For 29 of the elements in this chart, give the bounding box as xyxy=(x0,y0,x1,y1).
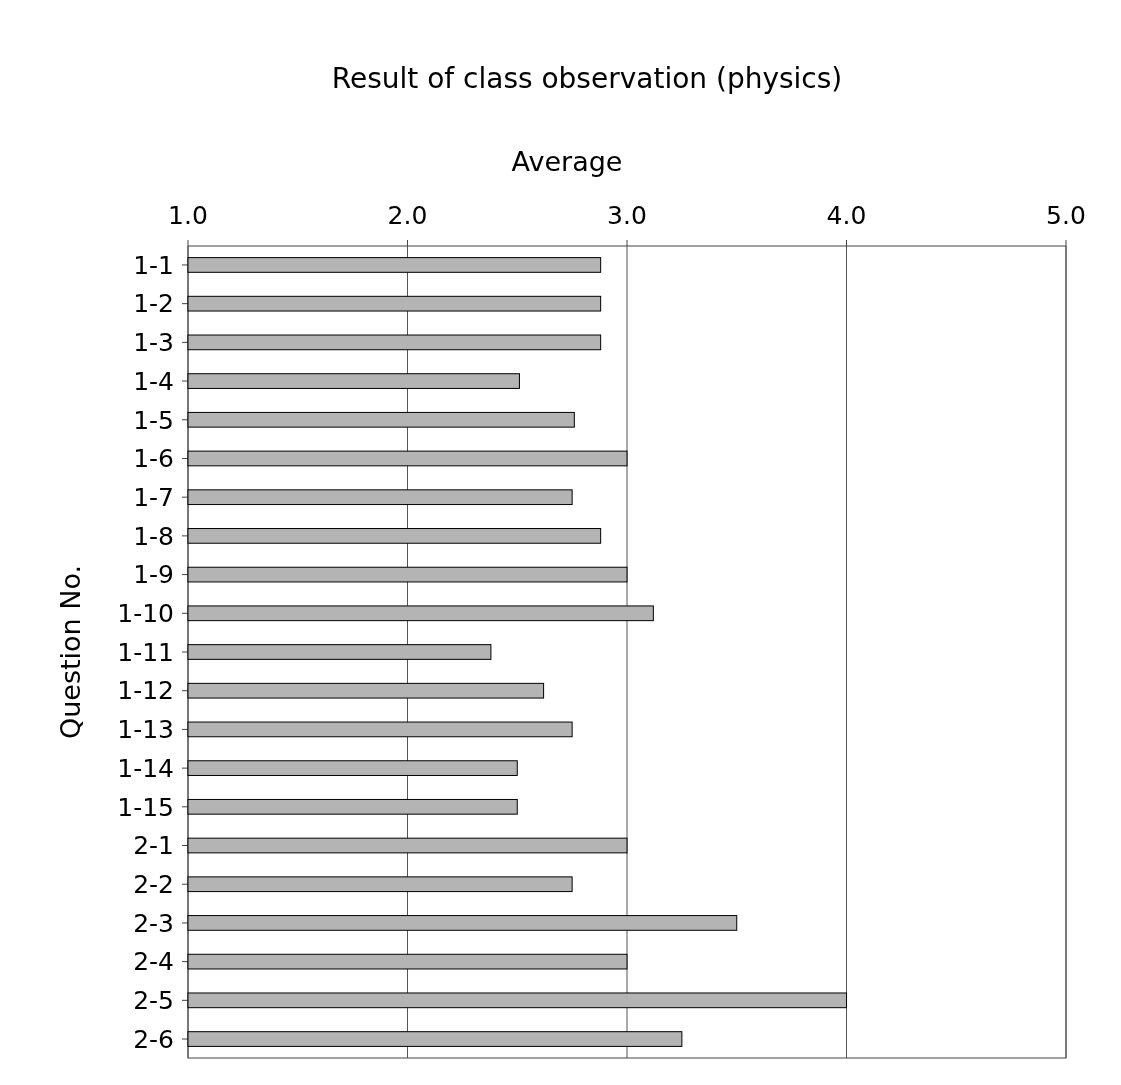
y-tick-label: 1-4 xyxy=(133,366,174,396)
y-tick-label: 2-4 xyxy=(133,947,174,977)
y-tick-label: 1-3 xyxy=(133,328,174,358)
y-tick-label: 2-6 xyxy=(133,1024,174,1054)
y-tick-label: 1-12 xyxy=(117,676,174,706)
y-tick-label: 1-14 xyxy=(117,753,174,783)
y-tick-label: 1-9 xyxy=(133,560,174,590)
y-tick-label: 1-7 xyxy=(133,482,174,512)
x-tick-label: 5.0 xyxy=(1046,201,1086,230)
y-tick-label: 2-2 xyxy=(133,869,174,899)
x-tick-label: 3.0 xyxy=(607,201,647,230)
x-tick-label: 4.0 xyxy=(826,201,867,230)
y-axis-title: Question No. xyxy=(55,564,86,740)
y-tick-label: 1-11 xyxy=(117,637,174,667)
y-tick-label: 2-1 xyxy=(133,831,174,861)
y-tick-label: 1-1 xyxy=(133,250,174,280)
y-tick-label: 1-5 xyxy=(133,405,174,435)
y-tick-label: 1-13 xyxy=(117,715,174,745)
y-tick-label: 2-3 xyxy=(133,908,174,938)
x-axis-title: Average xyxy=(511,146,623,177)
x-tick-label: 2.0 xyxy=(387,201,428,230)
chart-title: Result of class observation (physics) xyxy=(331,62,843,95)
x-tick-label: 1.0 xyxy=(168,201,208,230)
y-tick-label: 2-5 xyxy=(133,986,174,1016)
y-tick-label: 1-6 xyxy=(133,444,174,474)
y-tick-label: 1-15 xyxy=(117,792,174,822)
y-tick-label: 1-10 xyxy=(117,599,174,629)
y-tick-label: 1-8 xyxy=(133,521,174,551)
y-tick-label: 1-2 xyxy=(133,289,174,319)
